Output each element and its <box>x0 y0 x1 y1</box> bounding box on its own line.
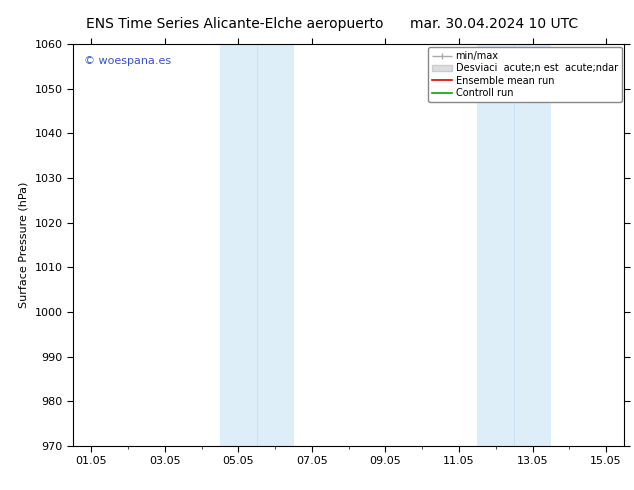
Bar <box>477 44 514 446</box>
Text: ENS Time Series Alicante-Elche aeropuerto: ENS Time Series Alicante-Elche aeropuert… <box>86 17 384 31</box>
Y-axis label: Surface Pressure (hPa): Surface Pressure (hPa) <box>19 182 29 308</box>
Text: © woespana.es: © woespana.es <box>84 56 171 66</box>
Text: mar. 30.04.2024 10 UTC: mar. 30.04.2024 10 UTC <box>410 17 579 31</box>
Bar <box>514 44 551 446</box>
Legend: min/max, Desviaci  acute;n est  acute;ndar, Ensemble mean run, Controll run: min/max, Desviaci acute;n est acute;ndar… <box>429 47 621 102</box>
Bar <box>220 44 257 446</box>
Bar <box>257 44 294 446</box>
